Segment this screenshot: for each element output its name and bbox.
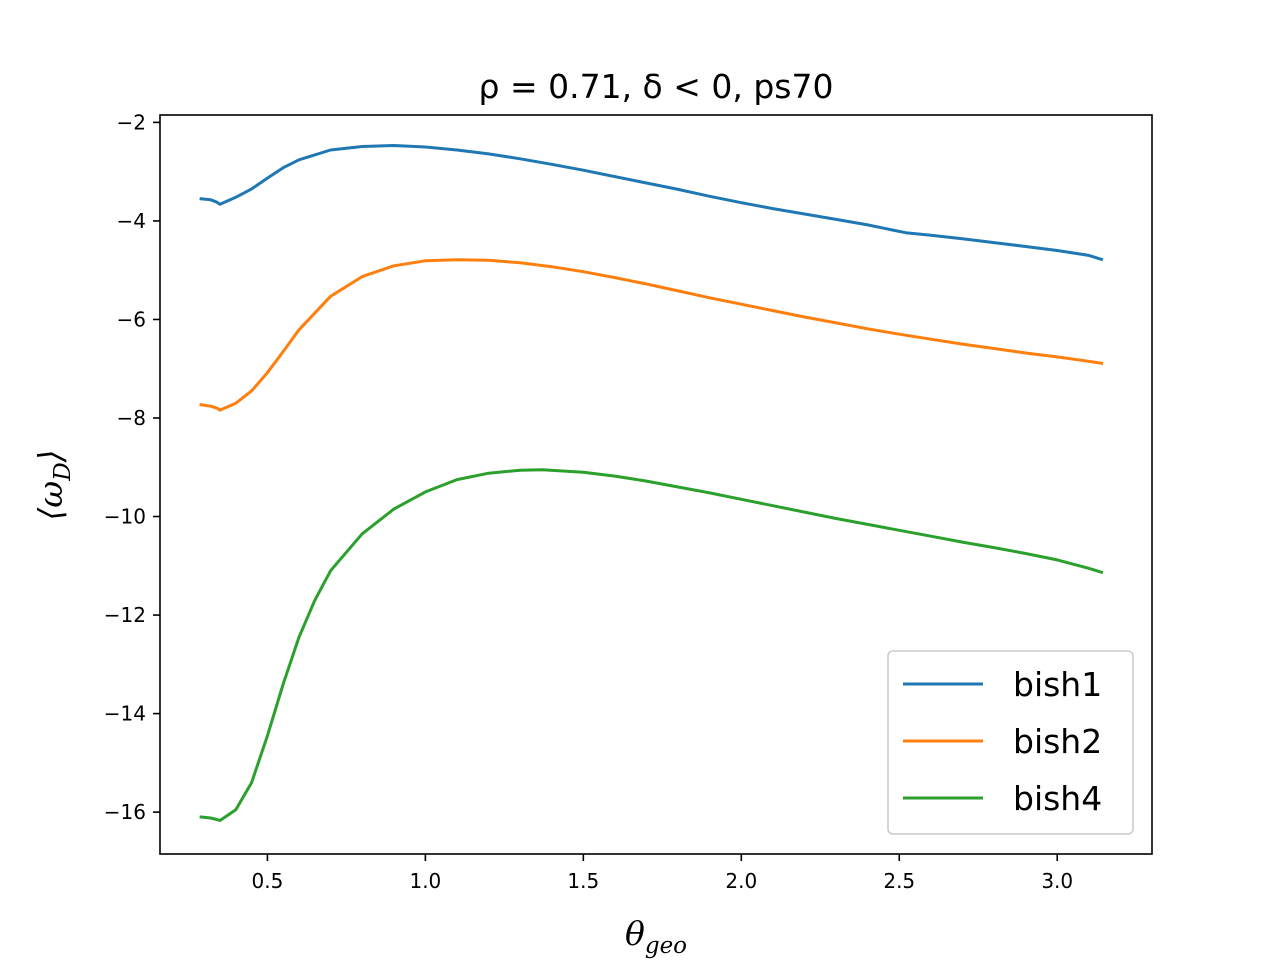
legend-label-bish4: bish4 xyxy=(1013,779,1102,818)
x-tick-label: 3.0 xyxy=(1041,869,1073,893)
series-line-bish4 xyxy=(199,468,1104,822)
y-tick-label: −12 xyxy=(104,603,146,627)
plot-frame xyxy=(159,114,1153,855)
legend-entries: bish1 bish2 bish4 xyxy=(903,665,1102,818)
y-tick-label: −2 xyxy=(117,110,146,134)
y-tick-label: −6 xyxy=(117,307,146,331)
series-layer xyxy=(199,144,1104,822)
x-axis: 0.5 1.0 1.5 2.0 2.5 3.0 xyxy=(252,854,1073,893)
x-tick-label: 1.0 xyxy=(409,869,441,893)
y-axis-label: ⟨ωD⟩ xyxy=(31,449,76,520)
y-tick-label: −8 xyxy=(117,406,146,430)
legend: bish1 bish2 bish4 xyxy=(887,650,1134,835)
x-tick-label: 0.5 xyxy=(252,869,284,893)
series-line-bish2 xyxy=(199,258,1104,412)
x-axis-label-main: θ xyxy=(625,914,645,953)
y-tick-label: −10 xyxy=(104,505,146,529)
legend-box xyxy=(887,650,1134,835)
x-axis-label: θgeo xyxy=(625,914,687,959)
y-tick-label: −4 xyxy=(117,209,146,233)
chart-title: ρ = 0.71, δ < 0, ps70 xyxy=(479,67,834,106)
x-tick-label: 2.5 xyxy=(883,869,915,893)
x-tick-label: 1.5 xyxy=(567,869,599,893)
legend-label-bish2: bish2 xyxy=(1013,722,1102,761)
legend-label-bish1: bish1 xyxy=(1013,665,1102,704)
y-axis-label-subscript: D xyxy=(50,462,76,481)
x-axis-label-subscript: geo xyxy=(645,933,687,959)
y-axis-label-close: ⟩ xyxy=(31,449,70,463)
y-axis-label-main: ⟨ω xyxy=(31,481,70,521)
y-tick-label: −14 xyxy=(104,702,146,726)
x-tick-label: 2.0 xyxy=(725,869,757,893)
series-line-bish1 xyxy=(199,144,1104,262)
y-tick-label: −16 xyxy=(104,800,146,824)
y-axis: −2 −4 −6 −8 −10 −12 −14 −16 xyxy=(104,110,160,824)
